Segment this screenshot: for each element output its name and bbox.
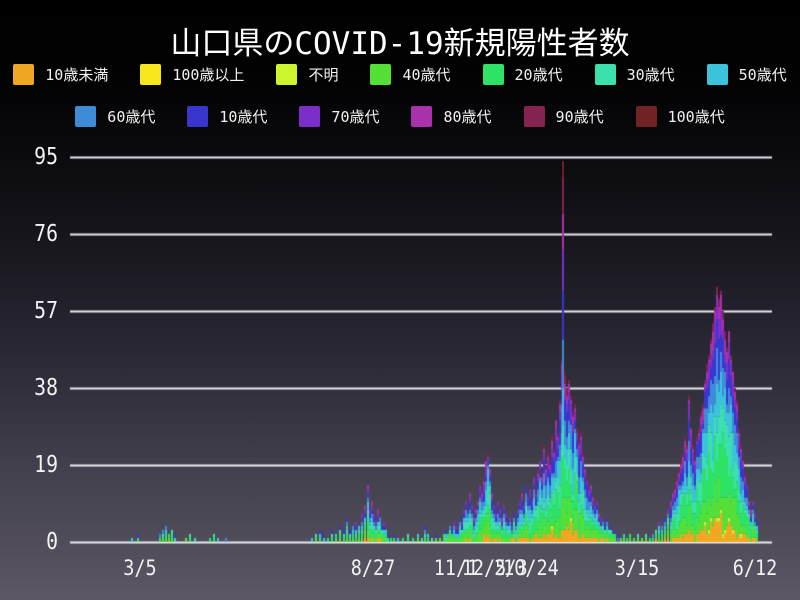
- legend-label: 60歳代: [107, 108, 156, 126]
- legend-label: 10歳未満: [45, 66, 109, 84]
- legend-item-4: 20歳代: [482, 64, 563, 85]
- legend-label: 70歳代: [331, 108, 380, 126]
- x-tick-label: 6/12: [732, 556, 778, 580]
- legend-label: 100歳代: [667, 108, 725, 126]
- legend-swatch-icon: [523, 106, 545, 127]
- legend-label: 30歳代: [626, 66, 675, 84]
- y-tick-label: 19: [34, 452, 58, 478]
- legend-item-11: 90歳代: [523, 106, 604, 127]
- legend-item-1: 100歳以上: [140, 64, 244, 85]
- legend-item-10: 80歳代: [411, 106, 492, 127]
- legend-label: 40歳代: [402, 66, 451, 84]
- x-tick-label: 8/27: [350, 556, 396, 580]
- legend-swatch-icon: [411, 106, 433, 127]
- legend-swatch-icon: [299, 106, 321, 127]
- legend-label: 100歳以上: [172, 66, 245, 84]
- legend-row-2: 60歳代 10歳代 70歳代 80歳代 90歳代 100歳代: [0, 106, 800, 127]
- x-tick-label: 10/24: [503, 556, 559, 580]
- legend-swatch-icon: [635, 106, 657, 127]
- legend-swatch-icon: [370, 64, 392, 85]
- legend-swatch-icon: [594, 64, 616, 85]
- legend-item-6: 50歳代: [706, 64, 787, 85]
- legend-item-9: 70歳代: [299, 106, 379, 127]
- y-tick-label: 76: [34, 221, 58, 247]
- legend-swatch-icon: [482, 64, 504, 85]
- y-tick-label: 0: [46, 529, 58, 555]
- legend-label: 50歳代: [738, 66, 787, 84]
- legend-label: 80歳代: [443, 108, 492, 126]
- legend-label: 20歳代: [514, 66, 563, 84]
- legend-item-5: 30歳代: [594, 64, 675, 85]
- legend-item-7: 60歳代: [75, 106, 155, 127]
- legend-label: 90歳代: [555, 108, 604, 126]
- y-tick-label: 95: [34, 144, 58, 170]
- legend-label: 不明: [308, 66, 339, 84]
- legend-item-12: 100歳代: [635, 106, 725, 127]
- legend-item-2: 不明: [276, 64, 338, 85]
- legend-item-3: 40歳代: [370, 64, 451, 85]
- chart-title: 山口県のCOVID-19新規陽性者数: [170, 26, 630, 62]
- legend-swatch-icon: [140, 64, 162, 85]
- x-tick-label: 11/1: [433, 556, 479, 580]
- legend-swatch-icon: [276, 64, 298, 85]
- legend-swatch-icon: [75, 106, 97, 127]
- y-tick-label: 38: [34, 375, 58, 401]
- legend-swatch-icon: [706, 64, 728, 85]
- x-tick-label: 3/15: [614, 556, 660, 580]
- legend-item-8: 10歳代: [187, 106, 267, 127]
- legend-swatch-icon: [13, 64, 35, 85]
- x-tick-label: 12/5: [461, 556, 507, 580]
- y-tick-label: 57: [34, 298, 58, 324]
- legend-row-1: 10歳未満 100歳以上 不明 40歳代 20歳代 30歳代 50歳代: [0, 64, 800, 85]
- x-tick-label: 2/3: [494, 556, 528, 580]
- x-tick-label: 3/5: [123, 556, 157, 580]
- legend-item-0: 10歳未満: [13, 64, 108, 85]
- legend-swatch-icon: [187, 106, 209, 127]
- legend-label: 10歳代: [219, 108, 268, 126]
